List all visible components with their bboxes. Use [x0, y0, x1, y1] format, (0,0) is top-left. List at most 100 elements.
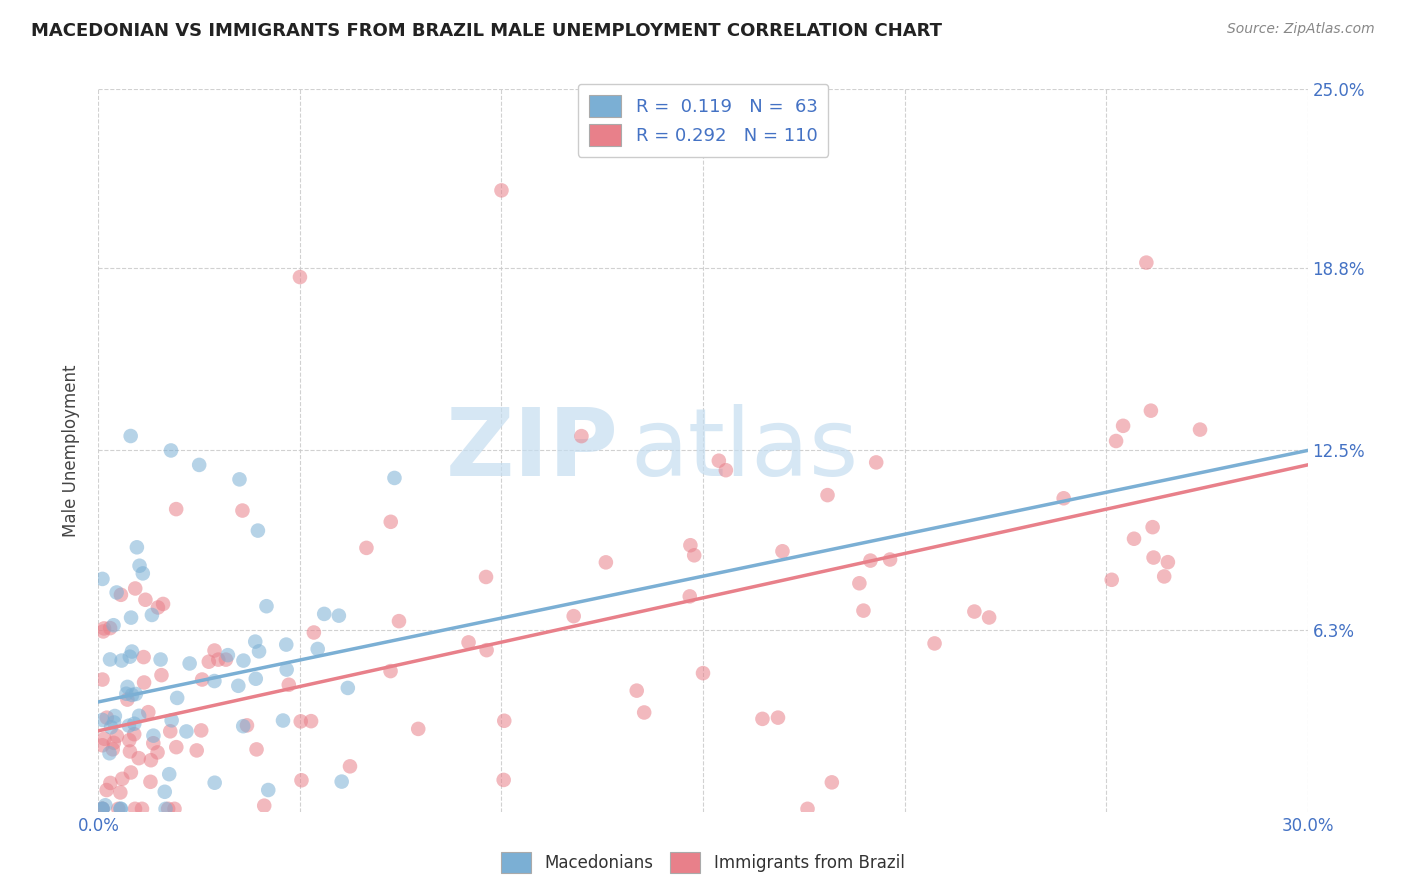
Point [1123, 532, 1146, 546]
Point [96, 711, 118, 725]
Point [160, 443, 183, 458]
Point [139, 774, 162, 789]
Point [117, 680, 139, 694]
Point [245, 672, 267, 686]
Point [142, 729, 165, 743]
Point [128, 751, 150, 765]
Point [339, 759, 361, 773]
Point [848, 576, 870, 591]
Point [149, 652, 172, 666]
Point [328, 608, 350, 623]
Point [231, 503, 253, 517]
Point [124, 802, 146, 816]
Point [91, 802, 114, 816]
Point [1140, 403, 1163, 417]
Point [380, 664, 402, 678]
Point [141, 607, 163, 622]
Point [307, 642, 329, 657]
Point [1189, 423, 1212, 437]
Point [155, 802, 177, 816]
Point [160, 714, 183, 728]
Point [96, 783, 118, 797]
Point [165, 740, 187, 755]
Point [276, 638, 298, 652]
Point [125, 541, 148, 555]
Point [122, 716, 145, 731]
Point [93, 731, 115, 746]
Point [105, 729, 128, 743]
Text: Source: ZipAtlas.com: Source: ZipAtlas.com [1227, 22, 1375, 37]
Point [852, 604, 875, 618]
Point [692, 666, 714, 681]
Point [571, 429, 593, 443]
Point [1135, 255, 1157, 269]
Point [124, 582, 146, 596]
Point [457, 635, 479, 649]
Point [751, 712, 773, 726]
Point [683, 549, 706, 563]
Point [128, 708, 150, 723]
Point [198, 655, 221, 669]
Point [150, 668, 173, 682]
Point [1105, 434, 1128, 448]
Point [186, 743, 208, 757]
Point [977, 610, 1000, 624]
Point [98, 746, 121, 760]
Point [236, 718, 259, 732]
Point [110, 802, 132, 816]
Point [204, 643, 226, 657]
Point [91, 572, 114, 586]
Point [159, 724, 181, 739]
Point [91, 713, 114, 727]
Point [217, 648, 239, 662]
Legend: R =  0.119   N =  63, R = 0.292   N = 110: R = 0.119 N = 63, R = 0.292 N = 110 [578, 84, 828, 157]
Point [257, 783, 280, 797]
Point [356, 541, 378, 555]
Point [204, 674, 226, 689]
Point [245, 742, 267, 756]
Point [336, 681, 359, 695]
Point [132, 675, 155, 690]
Point [772, 544, 794, 558]
Point [191, 673, 214, 687]
Point [118, 649, 141, 664]
Point [271, 714, 294, 728]
Point [707, 453, 730, 467]
Point [188, 458, 211, 472]
Legend: Macedonians, Immigrants from Brazil: Macedonians, Immigrants from Brazil [495, 846, 911, 880]
Point [1157, 555, 1180, 569]
Point [384, 471, 406, 485]
Point [91, 624, 114, 639]
Point [1101, 573, 1123, 587]
Point [1053, 491, 1076, 506]
Point [1142, 520, 1164, 534]
Point [136, 705, 159, 719]
Point [110, 802, 132, 816]
Point [475, 570, 498, 584]
Point [120, 610, 142, 624]
Point [245, 634, 267, 648]
Point [139, 753, 162, 767]
Point [132, 566, 155, 581]
Point [115, 687, 138, 701]
Point [122, 727, 145, 741]
Point [232, 654, 254, 668]
Point [215, 652, 238, 666]
Point [679, 590, 702, 604]
Point [157, 802, 180, 816]
Point [152, 597, 174, 611]
Point [314, 607, 336, 621]
Point [117, 692, 139, 706]
Point [207, 652, 229, 666]
Point [595, 555, 617, 569]
Point [103, 736, 125, 750]
Text: MACEDONIAN VS IMMIGRANTS FROM BRAZIL MALE UNEMPLOYMENT CORRELATION CHART: MACEDONIAN VS IMMIGRANTS FROM BRAZIL MAL… [31, 22, 942, 40]
Point [166, 690, 188, 705]
Y-axis label: Male Unemployment: Male Unemployment [62, 364, 80, 537]
Point [232, 719, 254, 733]
Point [91, 673, 114, 687]
Point [110, 785, 132, 799]
Point [132, 650, 155, 665]
Point [163, 802, 186, 816]
Point [492, 772, 515, 787]
